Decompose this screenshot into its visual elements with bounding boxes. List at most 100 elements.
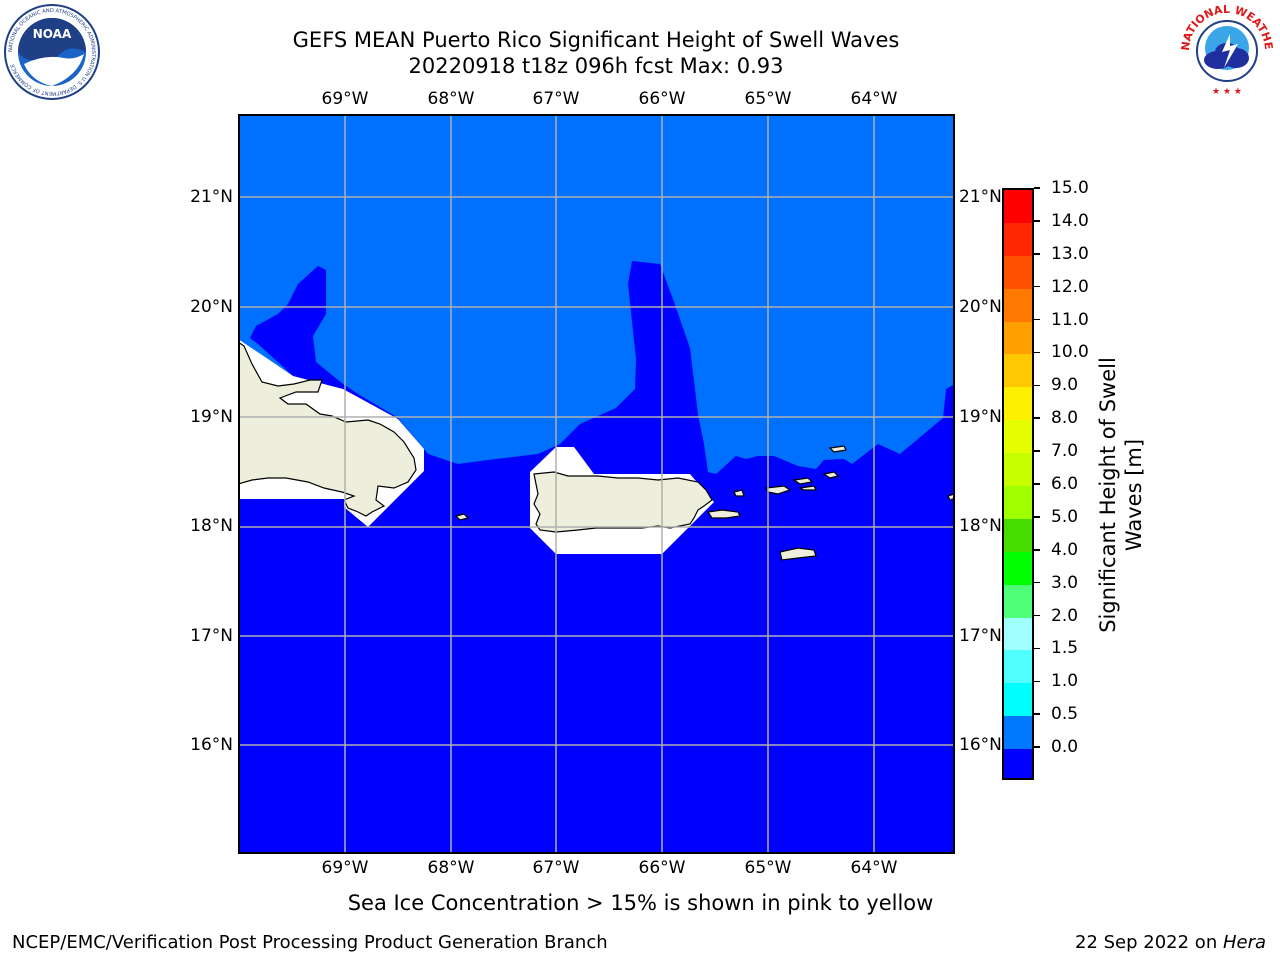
- colorbar-tick-label: 9.0: [1051, 375, 1079, 396]
- nws-logo-icon: NATIONAL WEATHER SERVICE ★ ★ ★: [1176, 0, 1275, 98]
- colorbar-tick-label: 13.0: [1051, 243, 1089, 264]
- lon-tick-bottom-68: 68°W: [427, 858, 475, 878]
- culebra-island: [733, 489, 745, 497]
- colorbar-swatch: [1004, 486, 1032, 520]
- title-line-1: GEFS MEAN Puerto Rico Significant Height…: [292, 28, 900, 52]
- colorbar-swatch: [1004, 387, 1032, 421]
- lat-tick-left-16: 16°N: [190, 735, 233, 755]
- colorbar-tick-label: 2.0: [1051, 605, 1079, 626]
- colorbar-tick-mark: [1034, 187, 1040, 189]
- colorbar-swatch: [1004, 453, 1032, 487]
- colorbar-label-line-2: Waves [m]: [1122, 438, 1146, 552]
- colorbar-tick-mark: [1034, 384, 1040, 387]
- anegada-island: [828, 445, 847, 453]
- lat-tick-right-19: 19°N: [959, 407, 1002, 427]
- sea-ice-note: Sea Ice Concentration > 15% is shown in …: [347, 891, 934, 915]
- gridlines: [238, 114, 955, 854]
- colorbar-swatch: [1004, 617, 1032, 651]
- colorbar-swatch: [1004, 650, 1032, 684]
- colorbar-tick-label: 7.0: [1051, 441, 1079, 462]
- colorbar-label-line-1: Significant Height of Swell: [1096, 357, 1120, 633]
- lat-tick-right-18: 18°N: [959, 516, 1002, 536]
- colorbar: [1002, 188, 1034, 780]
- colorbar-tick-mark: [1034, 220, 1040, 222]
- colorbar-tick-label: 5.0: [1051, 506, 1079, 527]
- lat-tick-right-16: 16°N: [959, 735, 1002, 755]
- colorbar-swatch: [1004, 288, 1032, 323]
- tortola-island: [798, 485, 817, 491]
- lon-tick-top-66: 66°W: [638, 89, 686, 109]
- noaa-logo-icon: NOAA NATIONAL OCEANIC AND ATMOSPHERIC AD…: [4, 4, 100, 100]
- colorbar-tick-label: 3.0: [1051, 572, 1079, 593]
- vieques-island: [706, 509, 741, 519]
- footer-date: 22 Sep 2022 on: [1075, 932, 1223, 953]
- light-blue-region: [238, 114, 955, 474]
- colorbar-tick-label: 12.0: [1051, 276, 1089, 297]
- mona-island: [454, 513, 470, 521]
- svg-text:NOAA: NOAA: [33, 27, 72, 41]
- colorbar-tick-mark: [1034, 253, 1040, 255]
- colorbar-swatch: [1004, 749, 1032, 778]
- footer-left: NCEP/EMC/Verification Post Processing Pr…: [12, 932, 608, 953]
- colorbar-swatch: [1004, 683, 1032, 717]
- colorbar-tick-label: 6.0: [1051, 474, 1079, 494]
- colorbar-tick-label: 0.0: [1051, 737, 1079, 758]
- colorbar-swatch: [1004, 321, 1032, 355]
- lon-tick-top-68: 68°W: [427, 89, 475, 109]
- lon-tick-bottom-64: 64°W: [850, 858, 898, 878]
- lat-tick-right-20: 20°N: [959, 297, 1002, 317]
- colorbar-swatch: [1004, 420, 1032, 454]
- colorbar-swatch: [1004, 222, 1032, 257]
- colorbar-tick-mark: [1034, 647, 1040, 650]
- lat-tick-left-18: 18°N: [190, 516, 233, 536]
- colorbar-tick-label: 4.0: [1051, 539, 1079, 560]
- colorbar-tick-mark: [1034, 581, 1040, 584]
- footer-host: Hera: [1222, 932, 1266, 953]
- svg-text:★ ★ ★: ★ ★ ★: [1212, 87, 1242, 97]
- lon-tick-bottom-66: 66°W: [638, 858, 686, 878]
- lon-tick-bottom-69: 69°W: [321, 858, 369, 878]
- colorbar-swatch: [1004, 716, 1032, 750]
- map-svg: [237, 114, 956, 854]
- colorbar-tick-mark: [1034, 516, 1040, 518]
- map-frame: [238, 114, 955, 854]
- lat-tick-right-21: 21°N: [959, 187, 1002, 207]
- lat-tick-left-17: 17°N: [190, 626, 233, 646]
- lon-tick-top-69: 69°W: [321, 89, 369, 109]
- colorbar-swatch: [1004, 584, 1032, 619]
- lat-tick-left-19: 19°N: [190, 407, 233, 427]
- colorbar-tick-label: 8.0: [1051, 408, 1079, 429]
- colorbar-tick-label: 10.0: [1051, 342, 1089, 363]
- colorbar-swatch: [1004, 255, 1032, 290]
- lon-tick-top-64: 64°W: [850, 89, 898, 109]
- colorbar-tick-mark: [1034, 746, 1040, 748]
- virgin-gorda-island: [822, 471, 840, 479]
- colorbar-tick-mark: [1034, 318, 1040, 321]
- lat-tick-left-21: 21°N: [190, 187, 233, 207]
- footer-right: 22 Sep 2022 on Hera: [1075, 932, 1266, 954]
- lat-tick-right-17: 17°N: [959, 626, 1002, 646]
- colorbar-tick-mark: [1034, 713, 1040, 715]
- lon-tick-bottom-65: 65°W: [744, 858, 792, 878]
- lon-tick-top-67: 67°W: [532, 89, 580, 109]
- colorbar-tick-label: 15.0: [1051, 178, 1089, 198]
- chart-title: GEFS MEAN Puerto Rico Significant Height…: [0, 27, 1192, 79]
- colorbar-tick-label: 14.0: [1051, 210, 1089, 231]
- puerto-rico-land: [533, 471, 713, 533]
- lat-tick-left-20: 20°N: [190, 297, 233, 317]
- colorbar-tick-label: 0.5: [1051, 704, 1079, 725]
- colorbar-swatch: [1004, 354, 1032, 388]
- colorbar-swatch: [1004, 190, 1032, 224]
- colorbar-tick-label: 11.0: [1051, 309, 1089, 330]
- colorbar-tick-mark: [1034, 614, 1040, 617]
- lon-tick-top-65: 65°W: [744, 89, 792, 109]
- st-croix-island: [779, 547, 817, 561]
- colorbar-tick-mark: [1034, 680, 1040, 683]
- title-line-2: 20220918 t18z 096h fcst Max: 0.93: [408, 54, 784, 78]
- st-john-island: [792, 477, 814, 485]
- colorbar-tick-mark: [1034, 351, 1040, 354]
- colorbar-swatches: [1002, 188, 1034, 780]
- colorbar-ticks: 15.0 14.0 13.0 12.0 11.0 10.0 9.0 8.0 7.0 6.0 5.0 4…: [1034, 178, 1104, 780]
- colorbar-swatch: [1004, 518, 1032, 553]
- colorbar-label: Significant Height of Swell Waves [m]: [1095, 357, 1146, 633]
